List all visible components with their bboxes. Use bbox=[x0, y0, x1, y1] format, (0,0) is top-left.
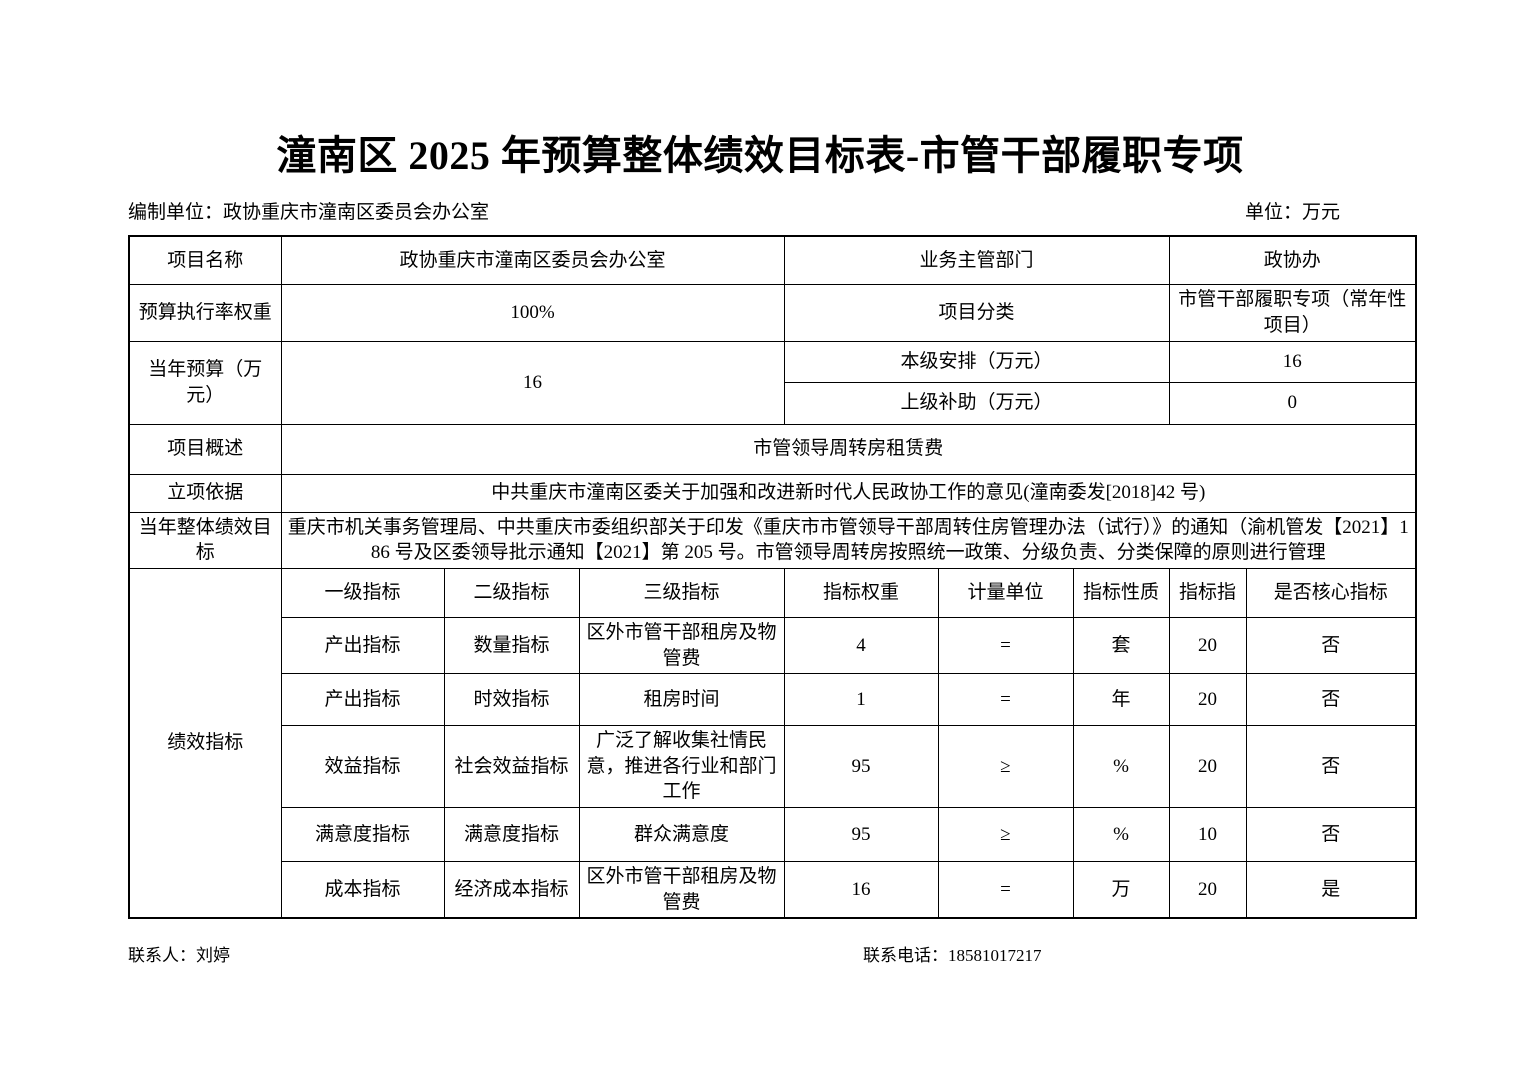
indicator-level2: 数量指标 bbox=[443, 616, 580, 675]
basis-value: 中共重庆市潼南区委关于加强和改进新时代人民政协工作的意见(潼南委发[2018]4… bbox=[280, 473, 1417, 513]
indicator-level3: 广泛了解收集社情民意，推进各行业和部门工作 bbox=[578, 725, 785, 809]
indicator-row: 效益指标 社会效益指标 广泛了解收集社情民意，推进各行业和部门工作 95 ≥ %… bbox=[129, 725, 1417, 809]
indicator-level3: 租房时间 bbox=[578, 673, 785, 727]
indicator-nature: % bbox=[1072, 807, 1170, 863]
indicator-value: 20 bbox=[1168, 616, 1247, 675]
indicator-nature: % bbox=[1072, 725, 1170, 809]
indicator-level3: 区外市管干部租房及物管费 bbox=[578, 616, 785, 675]
header-unit: 计量单位 bbox=[937, 567, 1074, 618]
budget-label: 当年预算（万元） bbox=[128, 340, 282, 425]
row-basis: 立项依据 中共重庆市潼南区委关于加强和改进新时代人民政协工作的意见(潼南委发[2… bbox=[128, 473, 1417, 513]
row-budget-1: 当年预算（万元） 16 本级安排（万元） 16 bbox=[128, 340, 1417, 425]
own-arrange-label: 本级安排（万元） bbox=[783, 340, 1170, 383]
indicator-level1: 产出指标 bbox=[280, 673, 445, 727]
indicator-nature: 套 bbox=[1072, 616, 1170, 675]
indicator-core: 否 bbox=[1245, 807, 1417, 863]
indicator-level2: 时效指标 bbox=[443, 673, 580, 727]
header-level2: 二级指标 bbox=[443, 567, 580, 618]
indicator-unit: ≥ bbox=[937, 725, 1074, 809]
basis-label: 立项依据 bbox=[128, 473, 282, 513]
indicator-weight: 4 bbox=[783, 616, 939, 675]
row-indicator-header: 绩效指标 一级指标 二级指标 三级指标 指标权重 计量单位 指标性质 指标指 是… bbox=[128, 567, 1417, 919]
indicator-core: 否 bbox=[1245, 725, 1417, 809]
dept-label: 业务主管部门 bbox=[783, 235, 1170, 286]
dept-value: 政协办 bbox=[1168, 235, 1417, 286]
header-core: 是否核心指标 bbox=[1245, 567, 1417, 618]
category-value: 市管干部履职专项（常年性项目） bbox=[1168, 284, 1417, 342]
indicator-unit: = bbox=[937, 616, 1074, 675]
category-label: 项目分类 bbox=[783, 284, 1170, 342]
indicator-level2: 满意度指标 bbox=[443, 807, 580, 863]
project-name-value: 政协重庆市潼南区委员会办公室 bbox=[280, 235, 785, 286]
header-level3: 三级指标 bbox=[578, 567, 785, 618]
row-annual-goal: 当年整体绩效目标 重庆市机关事务管理局、中共重庆市委组织部关于印发《重庆市市管领… bbox=[128, 511, 1417, 569]
indicator-weight: 16 bbox=[783, 861, 939, 919]
indicator-row: 成本指标 经济成本指标 区外市管干部租房及物管费 16 = 万 20 是 bbox=[129, 861, 1417, 919]
indicator-level1: 成本指标 bbox=[280, 861, 445, 919]
indicator-row: 满意度指标 满意度指标 群众满意度 95 ≥ % 10 否 bbox=[129, 807, 1417, 863]
indicator-core: 否 bbox=[1245, 673, 1417, 727]
project-name-label: 项目名称 bbox=[128, 235, 282, 286]
indicator-level1: 产出指标 bbox=[280, 616, 445, 675]
annual-goal-label: 当年整体绩效目标 bbox=[128, 511, 282, 569]
indicator-level3: 区外市管干部租房及物管费 bbox=[578, 861, 785, 919]
indicator-unit: = bbox=[937, 673, 1074, 727]
indicator-level2: 社会效益指标 bbox=[443, 725, 580, 809]
row-exec-weight: 预算执行率权重 100% 项目分类 市管干部履职专项（常年性项目） bbox=[128, 284, 1417, 342]
indicator-level1: 效益指标 bbox=[280, 725, 445, 809]
indicator-section-label: 绩效指标 bbox=[128, 567, 282, 919]
row-overview: 项目概述 市管领导周转房租赁费 bbox=[128, 423, 1417, 475]
budget-performance-table: 项目名称 政协重庆市潼南区委员会办公室 业务主管部门 政协办 预算执行率权重 1… bbox=[128, 234, 1418, 920]
footer-row: 联系人：刘婷 联系电话：18581017217 bbox=[128, 941, 1520, 966]
exec-weight-label: 预算执行率权重 bbox=[128, 284, 282, 342]
indicator-row: 产出指标 时效指标 租房时间 1 = 年 20 否 bbox=[129, 673, 1417, 727]
header-value: 指标指 bbox=[1168, 567, 1247, 618]
indicator-nature: 万 bbox=[1072, 861, 1170, 919]
indicator-value: 20 bbox=[1168, 673, 1247, 727]
subsidy-value: 0 bbox=[1168, 381, 1417, 425]
prepared-by-label: 编制单位：政协重庆市潼南区委员会办公室 bbox=[128, 202, 490, 223]
annual-goal-value: 重庆市机关事务管理局、中共重庆市委组织部关于印发《重庆市市管领导干部周转住房管理… bbox=[280, 511, 1417, 569]
header-weight: 指标权重 bbox=[783, 567, 939, 618]
meta-row: 编制单位：政协重庆市潼南区委员会办公室 单位：万元 bbox=[128, 202, 1392, 225]
budget-value: 16 bbox=[280, 340, 785, 425]
indicator-unit: = bbox=[937, 861, 1074, 919]
indicator-value: 20 bbox=[1168, 861, 1247, 919]
exec-weight-value: 100% bbox=[280, 284, 785, 342]
indicator-nature: 年 bbox=[1072, 673, 1170, 727]
unit-note: 单位：万元 bbox=[1244, 202, 1340, 223]
indicator-core: 是 bbox=[1245, 861, 1417, 919]
row-project-name: 项目名称 政协重庆市潼南区委员会办公室 业务主管部门 政协办 bbox=[128, 235, 1417, 286]
indicator-unit: ≥ bbox=[937, 807, 1074, 863]
subsidy-label: 上级补助（万元） bbox=[783, 381, 1170, 425]
indicator-core: 否 bbox=[1245, 616, 1417, 675]
row-budget-2: 上级补助（万元） 0 bbox=[129, 381, 1417, 425]
header-nature: 指标性质 bbox=[1072, 567, 1170, 618]
own-arrange-value: 16 bbox=[1168, 340, 1417, 383]
indicator-weight: 95 bbox=[783, 807, 939, 863]
indicator-value: 20 bbox=[1168, 725, 1247, 809]
indicator-row: 产出指标 数量指标 区外市管干部租房及物管费 4 = 套 20 否 bbox=[129, 616, 1417, 675]
indicator-level3: 群众满意度 bbox=[578, 807, 785, 863]
overview-value: 市管领导周转房租赁费 bbox=[280, 423, 1417, 475]
contact-person: 联系人：刘婷 bbox=[128, 946, 230, 966]
indicator-value: 10 bbox=[1168, 807, 1247, 863]
contact-phone: 联系电话：18581017217 bbox=[863, 946, 1042, 966]
indicator-weight: 1 bbox=[783, 673, 939, 727]
page-title: 潼南区 2025 年预算整体绩效目标表-市管干部履职专项 bbox=[276, 133, 1244, 178]
indicator-level1: 满意度指标 bbox=[280, 807, 445, 863]
overview-label: 项目概述 bbox=[128, 423, 282, 475]
indicator-weight: 95 bbox=[783, 725, 939, 809]
indicator-level2: 经济成本指标 bbox=[443, 861, 580, 919]
header-level1: 一级指标 bbox=[280, 567, 445, 618]
